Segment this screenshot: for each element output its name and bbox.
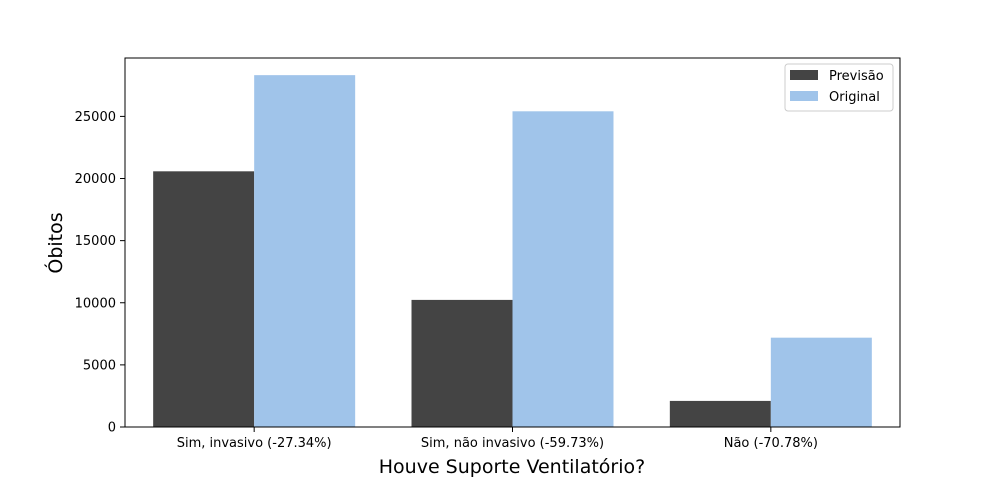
y-tick-label-5: 25000 xyxy=(75,110,116,125)
y-tick-label-4: 20000 xyxy=(75,172,116,187)
y-axis-title: Óbitos xyxy=(43,212,67,273)
y-axis: 0 5000 10000 15000 20000 25000 xyxy=(75,110,125,436)
bar-original-0 xyxy=(254,75,356,428)
y-tick-label-0: 0 xyxy=(108,421,116,436)
x-axis: Sim, invasivo (-27.34%) Sim, não invasivo… xyxy=(177,427,818,451)
x-tick-label-2: Não (-70.78%) xyxy=(724,436,818,451)
bar-previsao-0 xyxy=(153,171,255,427)
x-tick-label-1: Sim, não invasivo (-59.73%) xyxy=(421,436,604,451)
bar-previsao-1 xyxy=(411,299,513,427)
bar-original-1 xyxy=(512,111,614,428)
bar-previsao-2 xyxy=(669,400,771,427)
x-axis-title: Houve Suporte Ventilatório? xyxy=(379,456,645,478)
bar-original-2 xyxy=(770,337,872,427)
legend-swatch-previsao xyxy=(790,70,818,80)
legend: Previsão Original xyxy=(784,63,894,112)
legend-swatch-original xyxy=(790,91,818,101)
y-tick-label-3: 15000 xyxy=(75,234,116,249)
y-tick-label-1: 5000 xyxy=(83,358,116,373)
x-tick-label-0: Sim, invasivo (-27.34%) xyxy=(177,436,332,451)
bars-group xyxy=(153,75,872,428)
y-tick-label-2: 10000 xyxy=(75,296,116,311)
legend-label-original: Original xyxy=(829,90,880,105)
legend-label-previsao: Previsão xyxy=(829,69,884,84)
